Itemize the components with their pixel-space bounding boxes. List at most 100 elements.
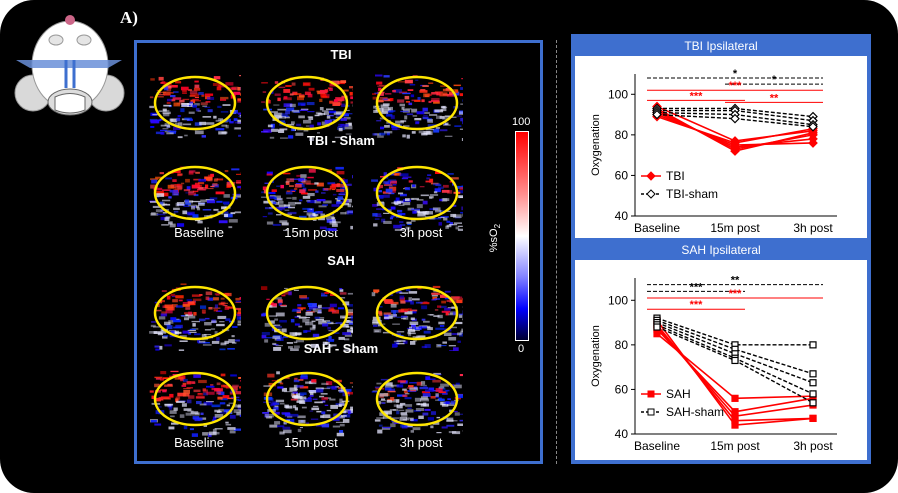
y-tick-label: 100 — [608, 87, 628, 101]
data-point — [809, 414, 817, 422]
scan-plane — [16, 60, 122, 68]
colorbar-label: %sO2 — [488, 223, 503, 253]
data-point — [731, 394, 739, 402]
legend-label: SAH — [666, 387, 691, 401]
y-tick-label: 100 — [608, 293, 628, 307]
colorbar-max: 100 — [512, 116, 531, 128]
col-label-3h-top: 3h post — [399, 225, 443, 240]
legend-label: TBI — [666, 169, 685, 183]
data-point — [809, 341, 817, 349]
chart-b-plot: 40 60 80 100 Baseline 15m post 3h post Oxygenat… — [575, 56, 867, 242]
data-point — [809, 399, 817, 407]
x-tick-label: 15m post — [710, 439, 760, 453]
col-label-3h-bottom: 3h post — [399, 435, 443, 450]
data-point — [808, 121, 818, 132]
row-title-tbi-sham: TBI - Sham — [307, 133, 375, 148]
significance-label: *** — [690, 281, 704, 293]
data-point — [731, 356, 739, 365]
significance-label: * — [772, 74, 777, 86]
oxygenation-image-panel: TBI TBI - Sham SAH SAH - Sham Baseline 1… — [134, 40, 543, 464]
roi-ellipse — [375, 285, 459, 341]
legend-marker — [646, 171, 656, 181]
roi-ellipse — [265, 165, 349, 221]
y-axis-label: Oxygenation — [590, 114, 602, 176]
roi-ellipse — [153, 165, 237, 221]
roi-ellipse — [153, 75, 237, 131]
series-line — [656, 317, 813, 346]
y-tick-label: 40 — [615, 427, 629, 441]
scan-image — [371, 285, 463, 351]
significance-label: *** — [729, 288, 743, 300]
legend-label: SAH-sham — [666, 405, 724, 419]
roi-ellipse — [153, 285, 237, 341]
roi-ellipse — [265, 285, 349, 341]
scan-image — [261, 165, 353, 231]
chart-c-plot: 40 60 80 100 Baseline 15m post 3h post Oxygenat… — [575, 260, 867, 460]
data-point — [809, 390, 817, 398]
data-point — [653, 323, 661, 331]
data-point — [809, 370, 817, 378]
col-label-baseline-bottom: Baseline — [174, 435, 224, 450]
data-point — [652, 109, 662, 120]
data-point — [809, 379, 817, 387]
roi-ellipse — [375, 165, 459, 221]
panel-a-label: A) — [120, 8, 138, 27]
scan-image — [149, 283, 241, 351]
colorbar-min: 0 — [518, 343, 525, 355]
data-point — [808, 138, 818, 148]
scan-image — [371, 165, 463, 231]
y-tick-label: 60 — [615, 168, 629, 182]
chart-c-title: SAH Ipsilateral — [681, 243, 761, 257]
row-title-sah: SAH — [327, 253, 355, 268]
row-title-sah-sham: SAH - Sham — [303, 341, 379, 356]
data-point — [653, 330, 661, 338]
y-axis-label: Oxygenation — [590, 325, 602, 387]
y-tick-label: 80 — [615, 128, 629, 142]
roi-ellipse — [265, 75, 349, 131]
data-point — [730, 136, 740, 146]
col-label-15m-bottom: 15m post — [284, 435, 338, 450]
chart-b-container: TBI Ipsilateral 40 60 80 100 Baseline 15m pos… — [571, 34, 871, 246]
x-tick-label: Baseline — [634, 439, 680, 453]
significance-label: *** — [729, 80, 743, 92]
legend-marker — [647, 408, 655, 416]
significance-label: ** — [770, 92, 779, 104]
significance-label: *** — [690, 90, 704, 102]
legend-label: TBI-sham — [666, 187, 718, 201]
legend-marker — [646, 189, 656, 199]
significance-label: ** — [731, 275, 740, 287]
scan-image — [261, 285, 353, 351]
chart-b-title: TBI Ipsilateral — [684, 39, 758, 53]
significance-label: * — [733, 68, 738, 80]
scan-image — [149, 165, 241, 229]
roi-ellipse — [375, 75, 459, 131]
roi-ellipse — [265, 371, 349, 427]
panel-divider — [556, 40, 557, 464]
significance-label: *** — [690, 299, 704, 311]
scan-image — [261, 75, 353, 141]
colorbar — [515, 131, 529, 341]
scan-image — [149, 370, 241, 437]
chart-c-container: SAH Ipsilateral 40 60 80 100 Baseline 15m pos… — [571, 238, 871, 464]
y-tick-label: 80 — [615, 338, 629, 352]
legend-marker — [647, 390, 655, 398]
nose-dot — [65, 15, 75, 25]
row-title-tbi: TBI — [330, 47, 352, 62]
x-tick-label: 3h post — [793, 221, 833, 235]
x-tick-label: 15m post — [710, 221, 760, 235]
y-tick-label: 40 — [615, 209, 629, 223]
roi-ellipse — [375, 371, 459, 427]
col-label-baseline-top: Baseline — [174, 225, 224, 240]
y-tick-label: 60 — [615, 382, 629, 396]
data-point — [731, 408, 739, 416]
scan-image — [372, 74, 463, 141]
roi-ellipse — [153, 371, 237, 427]
series-line — [656, 319, 814, 375]
scan-image — [262, 371, 353, 437]
x-tick-label: Baseline — [634, 221, 680, 235]
mouse-head-illustration — [14, 15, 125, 116]
scan-image — [371, 371, 463, 435]
data-point — [730, 113, 740, 124]
scan-image — [149, 75, 241, 139]
